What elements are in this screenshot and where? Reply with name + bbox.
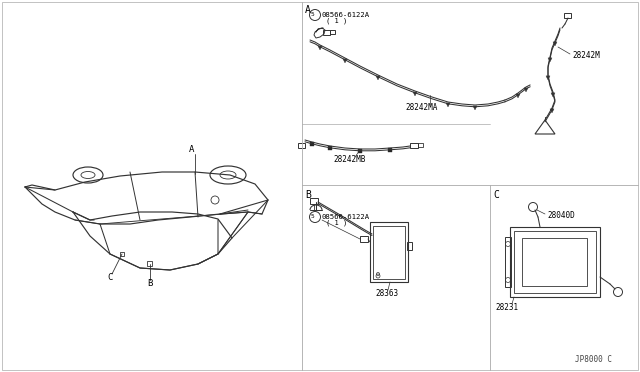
Bar: [330, 30, 335, 34]
Bar: [360, 236, 368, 242]
Text: 28363: 28363: [375, 289, 398, 298]
Bar: [388, 148, 392, 152]
Polygon shape: [318, 46, 322, 50]
Text: 28242MA: 28242MA: [405, 103, 437, 112]
Polygon shape: [546, 76, 550, 80]
Text: 28231: 28231: [495, 302, 518, 311]
Polygon shape: [446, 103, 450, 107]
Polygon shape: [551, 93, 555, 97]
Text: ( 1 ): ( 1 ): [326, 220, 348, 226]
Text: A: A: [189, 145, 195, 154]
Polygon shape: [376, 76, 380, 80]
Polygon shape: [473, 106, 477, 110]
Polygon shape: [413, 92, 417, 96]
Text: 08566-6122A: 08566-6122A: [322, 214, 370, 220]
Text: 28242MB: 28242MB: [333, 155, 365, 164]
Polygon shape: [524, 88, 528, 92]
Bar: [564, 13, 571, 18]
Bar: [147, 261, 152, 266]
Text: 5: 5: [310, 13, 314, 17]
Bar: [510, 227, 600, 297]
Text: A: A: [305, 5, 311, 15]
Bar: [410, 143, 418, 148]
Text: 28040D: 28040D: [547, 211, 575, 219]
Text: ( 1 ): ( 1 ): [326, 18, 348, 24]
Bar: [328, 146, 332, 150]
Bar: [358, 149, 362, 153]
Text: B: B: [305, 190, 311, 200]
Bar: [505, 237, 511, 287]
Bar: [418, 143, 423, 147]
Polygon shape: [548, 58, 552, 62]
Polygon shape: [343, 59, 347, 63]
Polygon shape: [550, 109, 554, 113]
Bar: [514, 231, 596, 293]
Text: 5: 5: [310, 215, 314, 219]
Bar: [373, 226, 405, 279]
Bar: [407, 242, 412, 250]
Text: B: B: [147, 279, 152, 289]
Polygon shape: [516, 94, 520, 98]
Text: C: C: [493, 190, 499, 200]
Text: JP8000 C: JP8000 C: [575, 356, 612, 365]
Bar: [323, 30, 330, 35]
Polygon shape: [553, 42, 557, 46]
Bar: [310, 198, 318, 204]
Bar: [298, 143, 305, 148]
Bar: [310, 142, 314, 146]
Text: 08566-6122A: 08566-6122A: [322, 12, 370, 18]
Bar: [522, 238, 587, 286]
Text: C: C: [107, 273, 113, 282]
Text: 28242M: 28242M: [572, 51, 600, 61]
Bar: [120, 252, 124, 256]
Bar: [370, 222, 408, 282]
